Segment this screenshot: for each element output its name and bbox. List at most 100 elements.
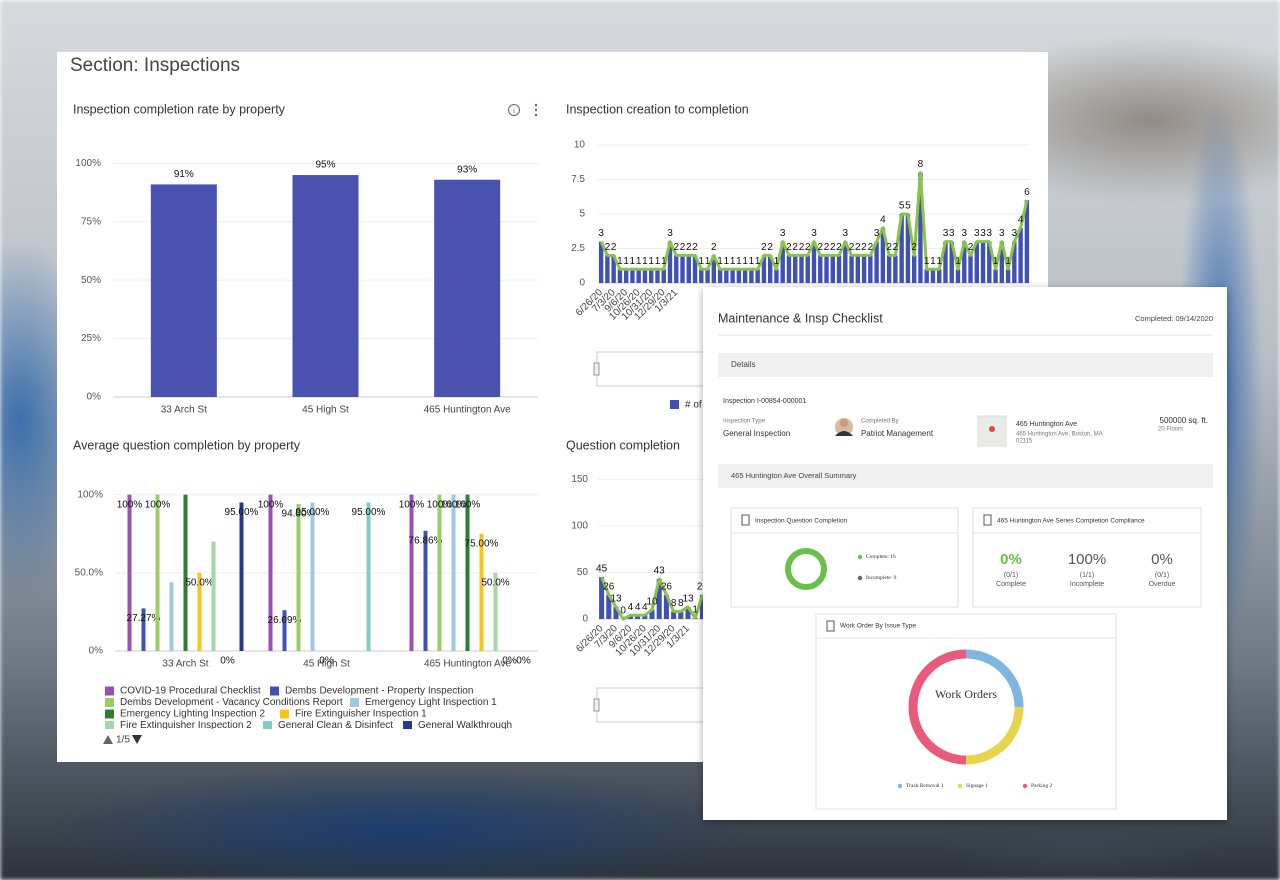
bar [924,269,929,283]
data-label: 1 [717,256,723,267]
legend-item: General Walkthrough [403,720,512,731]
legend-item: Dembs Development - Property Inspection [270,686,473,697]
data-label: 3 [843,228,849,239]
bar [423,530,428,651]
data-label: 100% [117,499,143,510]
data-label: 3 [811,228,817,239]
info-icon[interactable] [508,104,520,116]
pager-up[interactable] [103,735,113,744]
address-line: 465 Huntington Ave, Boston, MA [1016,432,1103,438]
data-label: 1 [617,256,623,267]
bar [699,269,704,283]
data-label: 2 [968,242,974,253]
navigator-handle[interactable] [593,362,600,376]
bar [623,269,629,283]
menu-icon[interactable] [534,103,538,117]
bar [655,269,660,283]
data-label: 2 [786,242,792,253]
legend-category: Signage [966,783,984,789]
chart-title: Inspection creation to completion [566,102,749,116]
bar [150,184,217,397]
legend-label: Parking 2 [1031,783,1053,789]
data-label: 91% [174,169,194,180]
legend-label: # of [685,400,702,411]
bar [937,269,942,283]
bar [730,269,735,283]
data-label: 4 [642,602,648,613]
data-label: 3 [1012,228,1018,239]
legend-category: Complete: [866,554,889,560]
bar [692,255,698,283]
bar [409,494,414,651]
bar [127,494,132,651]
data-label: 2 [761,242,767,253]
data-label: 1 [699,256,705,267]
data-label: 2 [673,242,679,253]
data-label: 100% [455,499,481,510]
data-label: 3 [980,228,986,239]
legend-dot [857,575,863,581]
bar [962,241,967,283]
bar [169,582,174,651]
bar [993,269,998,283]
data-label: 2 [680,242,686,253]
data-label: 2 [767,242,773,253]
data-label: 13 [682,594,694,605]
bar [674,255,679,283]
bar [699,594,705,619]
legend-item: COVID-19 Procedural Checklist [105,686,261,697]
bar [685,606,691,619]
bar [843,241,848,283]
data-label: 0% [220,656,235,667]
bar [774,269,779,283]
completed-date: Completed: 09/14/2020 [1135,314,1213,323]
legend-label: Emergency Light Inspection 1 [365,697,497,708]
x-tick-label: 45 High St [303,659,350,670]
legend-swatch [670,400,679,409]
data-label: 6 [1024,187,1030,198]
bar [974,241,979,283]
navigator-handle[interactable] [593,698,600,712]
bar [310,502,315,651]
data-label: 1 [724,256,730,267]
data-label: 3 [961,228,967,239]
data-label: 50.0% [185,577,213,588]
section-title: Section: Inspections [70,55,240,76]
legend-swatch [105,698,114,707]
legend-swatch [270,686,279,696]
inspection-id: Inspection I-00854-000001 [723,398,806,405]
data-label: 2 [830,242,836,253]
legend-value: 16 [890,554,896,560]
data-label: 1 [924,256,930,267]
data-label: 1 [692,605,698,616]
legend-label: General Walkthrough [418,720,512,731]
legend-dot [857,554,863,560]
completed-by-label: Completed By [861,419,899,425]
legend-value: 1 [985,783,988,789]
bar [1018,227,1023,283]
type-value: General Inspection [723,429,790,438]
bar [899,214,904,283]
data-label: 26.09% [268,615,302,626]
legend-item: Dembs Development - Vacancy Conditions R… [105,697,343,708]
pager-down[interactable] [132,735,142,744]
data-label: 1 [930,256,936,267]
data-label: 3 [780,228,786,239]
bar [611,255,616,283]
legend-category: Incomplete: [866,575,893,581]
bar [661,269,666,283]
card-title: Maintenance & Insp Checklist [718,311,883,325]
data-label: 8 [918,159,924,170]
legend-label: Dembs Development - Vacancy Conditions R… [120,697,343,708]
data-label: 2 [855,242,861,253]
area: 500000 sq. ft. [1160,416,1208,425]
bar [799,255,804,283]
data-label: 1 [636,256,642,267]
bar [493,572,498,651]
y-tick-label: 50.0% [75,567,103,578]
data-label: 94.00% [282,509,316,520]
avatar-face [840,419,848,427]
data-label: 2 [817,242,823,253]
data-label: 1 [1005,256,1011,267]
y-tick-label: 100 [571,521,588,532]
